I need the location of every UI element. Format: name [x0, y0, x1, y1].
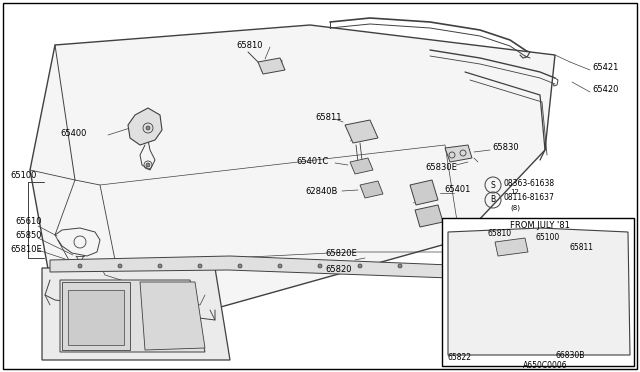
Text: 65401: 65401 — [444, 186, 470, 195]
Bar — [442, 218, 634, 366]
Text: 65400: 65400 — [60, 128, 86, 138]
Text: B: B — [490, 196, 495, 205]
Text: 62840B: 62840B — [305, 187, 337, 196]
Text: S: S — [491, 180, 495, 189]
Polygon shape — [30, 25, 555, 310]
Text: 12: 12 — [510, 189, 519, 195]
Circle shape — [318, 264, 322, 268]
Polygon shape — [345, 120, 378, 143]
Polygon shape — [360, 181, 383, 198]
Polygon shape — [128, 108, 162, 145]
Text: (8): (8) — [510, 205, 520, 211]
Text: 65421: 65421 — [592, 64, 618, 73]
Circle shape — [278, 264, 282, 268]
Text: 65420: 65420 — [592, 86, 618, 94]
Text: 65810: 65810 — [488, 230, 512, 238]
Text: 65810E: 65810E — [10, 246, 42, 254]
Circle shape — [118, 264, 122, 268]
Polygon shape — [448, 228, 630, 355]
Text: 65810: 65810 — [236, 42, 262, 51]
Text: FROM JULY '81: FROM JULY '81 — [510, 221, 570, 230]
Text: 65830: 65830 — [492, 144, 518, 153]
Circle shape — [358, 264, 362, 268]
Text: 65820: 65820 — [325, 266, 351, 275]
Text: 65100: 65100 — [10, 170, 36, 180]
Polygon shape — [50, 256, 465, 278]
Polygon shape — [68, 290, 124, 345]
Polygon shape — [62, 282, 130, 350]
Circle shape — [78, 264, 82, 268]
Polygon shape — [60, 280, 205, 352]
Text: 65610: 65610 — [15, 218, 42, 227]
Polygon shape — [350, 158, 373, 174]
Circle shape — [146, 163, 150, 167]
Polygon shape — [415, 205, 443, 227]
Circle shape — [398, 264, 402, 268]
Polygon shape — [445, 145, 472, 162]
Text: 65401C: 65401C — [296, 157, 328, 167]
Text: 65850: 65850 — [15, 231, 42, 241]
Circle shape — [613, 348, 617, 352]
Polygon shape — [410, 180, 438, 205]
Text: 65820E: 65820E — [325, 250, 356, 259]
Text: 65100: 65100 — [536, 232, 560, 241]
Text: A650C0006: A650C0006 — [523, 362, 567, 371]
Text: 66830B: 66830B — [555, 352, 584, 360]
Text: 65830E: 65830E — [425, 164, 457, 173]
Polygon shape — [42, 268, 230, 360]
Text: 08363-61638: 08363-61638 — [504, 179, 555, 187]
Circle shape — [146, 126, 150, 130]
Circle shape — [238, 264, 242, 268]
Text: 65822: 65822 — [448, 353, 472, 362]
Polygon shape — [140, 282, 205, 350]
Text: 65811: 65811 — [315, 113, 342, 122]
Text: 08116-81637: 08116-81637 — [504, 193, 555, 202]
Polygon shape — [258, 58, 285, 74]
Polygon shape — [495, 238, 528, 256]
Circle shape — [198, 264, 202, 268]
Text: 65811: 65811 — [570, 244, 594, 253]
Circle shape — [158, 264, 162, 268]
